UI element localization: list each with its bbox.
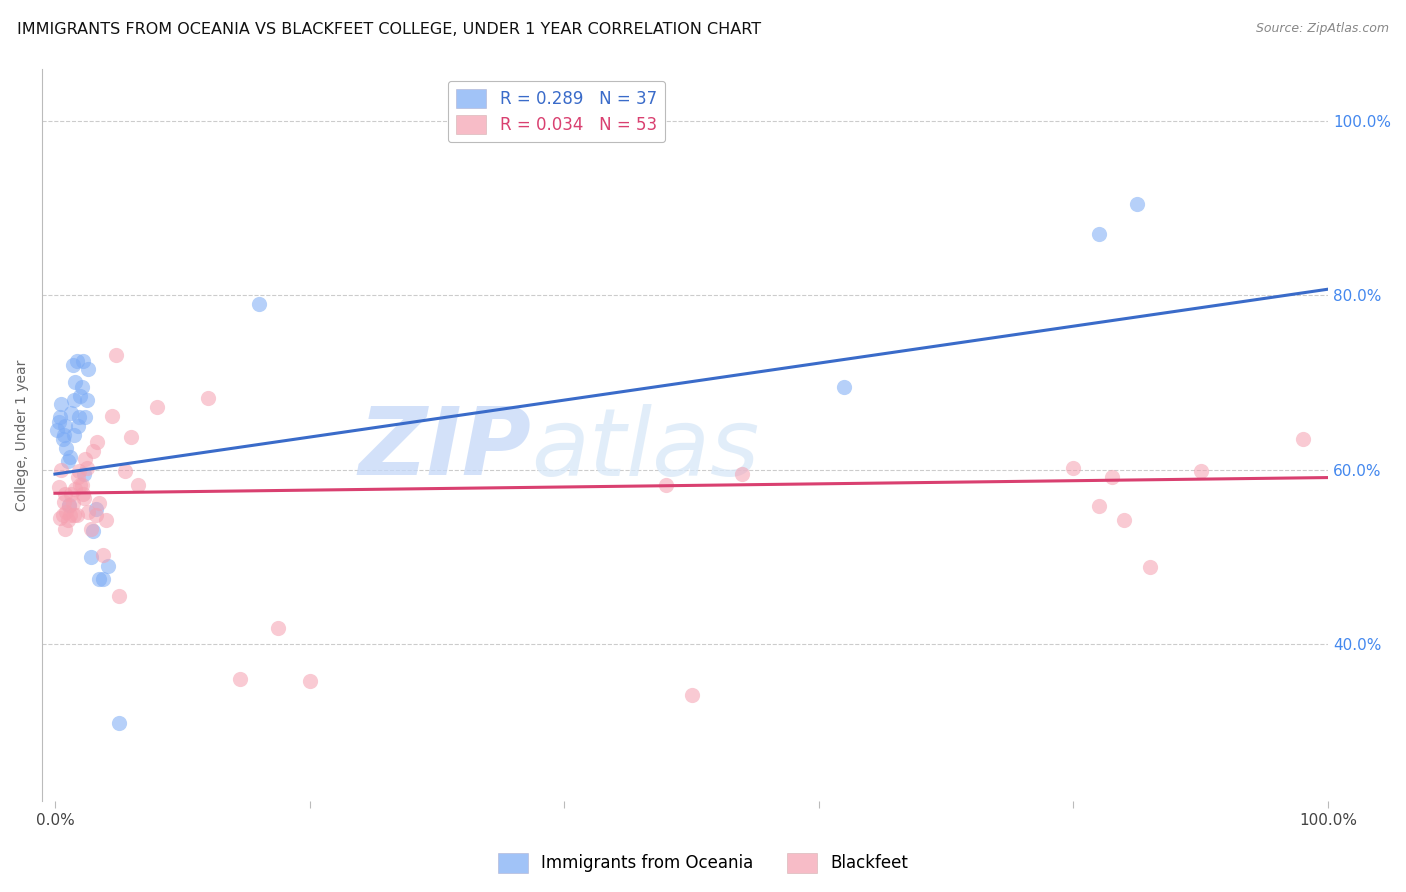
Point xyxy=(60,487,83,501)
Point xyxy=(267,622,290,636)
Point xyxy=(75,410,97,425)
Point xyxy=(49,510,72,524)
Point xyxy=(59,450,82,464)
Point xyxy=(1101,469,1123,483)
Point xyxy=(91,572,114,586)
Point xyxy=(228,672,250,686)
Text: IMMIGRANTS FROM OCEANIA VS BLACKFEET COLLEGE, UNDER 1 YEAR CORRELATION CHART: IMMIGRANTS FROM OCEANIA VS BLACKFEET COL… xyxy=(17,22,761,37)
Point xyxy=(89,496,111,510)
Point xyxy=(65,508,87,522)
Point xyxy=(55,441,77,455)
Point xyxy=(73,467,96,481)
Point xyxy=(1114,513,1136,527)
Text: ZIP: ZIP xyxy=(359,403,531,495)
Point xyxy=(63,427,86,442)
Point xyxy=(834,380,856,394)
Point xyxy=(79,549,101,564)
Y-axis label: College, Under 1 year: College, Under 1 year xyxy=(15,359,30,510)
Point xyxy=(56,454,79,468)
Point xyxy=(65,353,87,368)
Point xyxy=(59,508,82,522)
Point xyxy=(77,505,100,519)
Point xyxy=(86,434,108,449)
Point xyxy=(53,522,76,536)
Point xyxy=(655,478,678,492)
Point xyxy=(1189,465,1212,479)
Point xyxy=(72,487,94,501)
Point xyxy=(731,467,754,481)
Point xyxy=(105,348,128,362)
Point xyxy=(91,548,114,562)
Point xyxy=(82,524,104,538)
Text: Source: ZipAtlas.com: Source: ZipAtlas.com xyxy=(1256,22,1389,36)
Point xyxy=(247,297,270,311)
Point xyxy=(51,463,73,477)
Point xyxy=(1126,196,1149,211)
Point xyxy=(1292,432,1315,446)
Point xyxy=(72,353,94,368)
Point xyxy=(1139,560,1161,574)
Point xyxy=(53,487,76,501)
Point xyxy=(70,478,93,492)
Point xyxy=(53,419,76,434)
Point xyxy=(56,513,79,527)
Point xyxy=(79,522,101,536)
Point xyxy=(62,496,84,510)
Point xyxy=(114,465,136,479)
Point xyxy=(49,410,72,425)
Point xyxy=(73,491,96,505)
Point xyxy=(76,392,98,407)
Point xyxy=(94,513,117,527)
Point xyxy=(76,461,98,475)
Point xyxy=(60,406,83,420)
Point xyxy=(120,429,142,443)
Text: atlas: atlas xyxy=(531,404,759,495)
Point xyxy=(67,465,90,479)
Point xyxy=(107,715,129,730)
Point xyxy=(65,482,87,496)
Point xyxy=(48,480,70,494)
Legend: Immigrants from Oceania, Blackfeet: Immigrants from Oceania, Blackfeet xyxy=(491,847,915,880)
Point xyxy=(84,502,107,516)
Point xyxy=(84,508,107,522)
Point xyxy=(52,427,75,442)
Point xyxy=(58,498,80,512)
Point xyxy=(681,688,703,702)
Point xyxy=(69,478,91,492)
Point xyxy=(52,495,75,509)
Point xyxy=(77,362,100,376)
Point xyxy=(51,432,73,446)
Point xyxy=(69,388,91,402)
Point xyxy=(146,400,169,414)
Point xyxy=(89,572,111,586)
Point xyxy=(51,508,73,522)
Point xyxy=(66,469,89,483)
Point xyxy=(58,500,80,514)
Point xyxy=(66,419,89,434)
Point xyxy=(101,409,124,423)
Point xyxy=(70,380,93,394)
Point xyxy=(63,508,86,522)
Point xyxy=(62,358,84,372)
Point xyxy=(63,392,86,407)
Point xyxy=(1063,461,1085,475)
Point xyxy=(55,505,77,519)
Point xyxy=(127,478,149,492)
Point xyxy=(75,452,97,467)
Point xyxy=(298,673,321,688)
Point xyxy=(67,410,90,425)
Point xyxy=(51,397,73,411)
Legend: R = 0.289   N = 37, R = 0.034   N = 53: R = 0.289 N = 37, R = 0.034 N = 53 xyxy=(449,80,665,143)
Point xyxy=(1088,500,1111,514)
Point xyxy=(65,376,87,390)
Point xyxy=(97,558,120,573)
Point xyxy=(197,391,219,405)
Point xyxy=(82,443,104,458)
Point xyxy=(107,589,129,603)
Point xyxy=(48,415,70,429)
Point xyxy=(1088,227,1111,242)
Point xyxy=(46,424,69,438)
